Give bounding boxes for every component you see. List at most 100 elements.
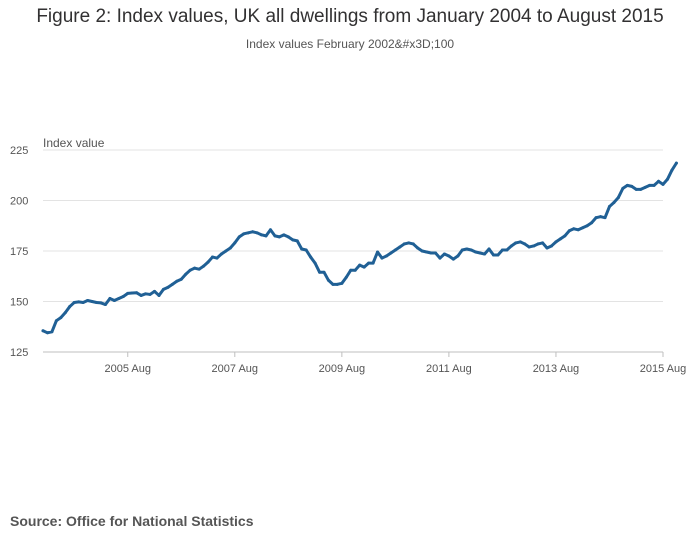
data-point — [554, 240, 558, 244]
data-point — [353, 268, 357, 272]
data-point — [572, 227, 576, 231]
data-point — [197, 267, 201, 271]
data-point — [86, 298, 90, 302]
data-point — [594, 216, 598, 220]
data-point — [251, 230, 255, 234]
data-point — [228, 246, 232, 250]
data-point — [99, 301, 103, 305]
data-point — [224, 249, 228, 253]
data-point — [648, 183, 652, 187]
data-point — [567, 229, 571, 233]
data-point — [536, 242, 540, 246]
data-point — [206, 260, 210, 264]
chart-subtitle: Index values February 2002&#x3D;100 — [245, 37, 455, 51]
data-point — [505, 248, 509, 252]
data-point — [384, 254, 388, 258]
data-point — [469, 248, 473, 252]
data-point — [483, 252, 487, 256]
data-point — [335, 282, 339, 286]
data-point — [442, 252, 446, 256]
data-point — [295, 239, 299, 243]
data-point — [148, 292, 152, 296]
data-point — [273, 234, 277, 238]
y-tick-label: 125 — [10, 347, 28, 359]
data-point — [509, 244, 513, 248]
data-point — [286, 235, 290, 239]
data-point — [576, 228, 580, 232]
data-point — [322, 270, 326, 274]
data-point — [309, 255, 313, 259]
data-point — [139, 293, 143, 297]
data-point — [304, 248, 308, 252]
data-point — [500, 248, 504, 252]
data-point — [514, 241, 518, 245]
x-tick-label: 2005 Aug — [104, 363, 151, 375]
data-point — [112, 298, 116, 302]
data-point — [380, 256, 384, 260]
data-point — [545, 246, 549, 250]
data-point — [581, 226, 585, 230]
data-point — [407, 241, 411, 245]
x-tick-label: 2011 Aug — [426, 363, 472, 375]
data-point — [398, 245, 402, 249]
data-point — [211, 255, 214, 259]
data-point — [166, 285, 170, 289]
data-point — [665, 177, 669, 181]
data-point — [161, 287, 165, 291]
y-tick-label: 175 — [10, 246, 28, 258]
data-point — [41, 329, 45, 333]
data-point — [126, 291, 130, 295]
data-point — [549, 244, 553, 248]
data-point — [478, 251, 482, 255]
data-point — [291, 238, 295, 242]
data-point — [657, 179, 661, 183]
series-group — [41, 161, 678, 335]
data-point — [585, 224, 589, 228]
data-point — [487, 247, 491, 251]
data-point — [492, 253, 495, 257]
data-point — [523, 242, 527, 246]
data-point — [607, 205, 611, 209]
data-point — [474, 250, 478, 254]
data-point — [451, 257, 455, 261]
data-point — [215, 256, 219, 260]
x-tick-label: 2007 Aug — [212, 363, 259, 375]
y-axis-ticks: 125 150 175 200 225 — [10, 145, 28, 359]
y-axis-label: Index value — [43, 136, 105, 150]
data-point — [268, 228, 272, 232]
data-point — [643, 185, 647, 189]
data-point — [219, 252, 223, 256]
data-point — [367, 261, 371, 265]
data-point — [170, 282, 174, 286]
data-point — [121, 294, 125, 298]
data-point — [670, 168, 674, 172]
data-point — [389, 251, 393, 255]
data-point — [420, 249, 424, 253]
data-point — [81, 301, 85, 305]
data-point — [117, 296, 121, 300]
data-point — [340, 281, 344, 285]
data-point — [77, 300, 81, 304]
data-point — [135, 291, 139, 295]
data-point — [599, 215, 603, 219]
data-point — [153, 289, 157, 293]
data-point — [54, 319, 58, 323]
data-point — [264, 234, 268, 238]
data-point — [465, 247, 469, 251]
data-point — [326, 278, 330, 282]
data-point — [527, 245, 531, 249]
data-point — [72, 301, 76, 305]
data-point — [429, 251, 433, 255]
data-point — [68, 305, 72, 309]
data-point — [300, 247, 304, 251]
data-point — [563, 234, 567, 238]
data-point — [661, 182, 665, 186]
chart-title: Figure 2: Index values, UK all dwellings… — [36, 6, 664, 27]
data-point — [371, 261, 375, 265]
data-point — [313, 261, 317, 265]
data-point — [144, 292, 148, 296]
x-axis-ticks: 2005 Aug 2007 Aug 2009 Aug 2011 Aug 2013 Aug… — [104, 352, 686, 375]
data-point — [193, 266, 197, 270]
data-point — [376, 250, 380, 254]
